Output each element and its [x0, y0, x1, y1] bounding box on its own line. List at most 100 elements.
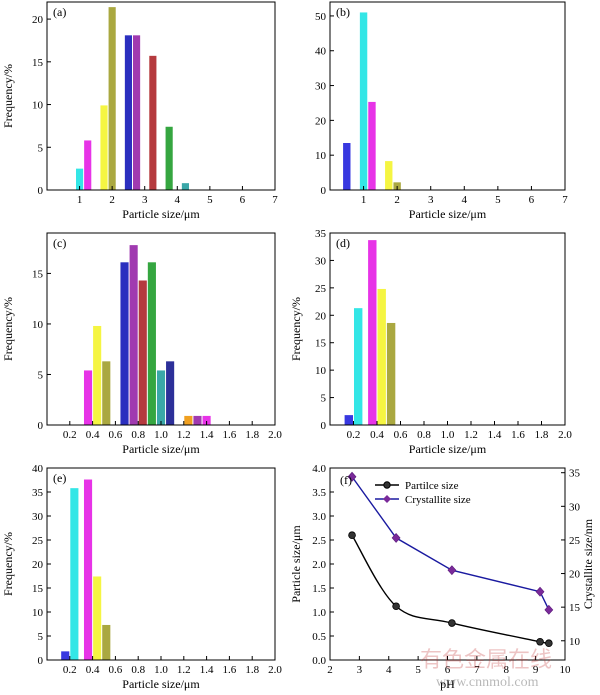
- bar-1: [93, 326, 101, 425]
- legend-label-0: Partilce size: [405, 480, 459, 492]
- bar-1: [354, 308, 362, 425]
- bar-1: [84, 140, 91, 190]
- y-tick-label-1: 5: [321, 393, 327, 405]
- y-tick-label-7: 35: [315, 228, 327, 240]
- x-tick-label-0: 1: [77, 194, 83, 206]
- x-axis-label: Particle size/μm: [409, 442, 487, 456]
- x-tick-label-8: 1.8: [245, 429, 259, 441]
- bar-1: [70, 488, 78, 660]
- y-right-tick-label-2: 20: [569, 569, 581, 581]
- y-right-tick-label-1: 15: [569, 602, 581, 614]
- panel-label: (e): [53, 471, 66, 485]
- x-tick-label-3: 0.8: [417, 429, 431, 441]
- x-tick-label-4: 1.0: [154, 664, 168, 676]
- y-axis-label: Particle size/μm: [289, 525, 303, 603]
- bar-4: [387, 323, 395, 425]
- y-right-tick-label-4: 30: [569, 501, 581, 513]
- series-1-point-2: [448, 566, 456, 575]
- series-1-point-3: [536, 587, 544, 596]
- bar-6: [148, 262, 156, 425]
- y-axis-label: Frequency/%: [1, 532, 15, 596]
- x-tick-label-0: 0.2: [347, 429, 361, 441]
- watermark-url: www.cnnmol.com: [436, 675, 539, 690]
- x-tick-label-6: 1.4: [200, 429, 214, 441]
- y-tick-label-0: 0: [38, 655, 44, 667]
- y-axis-label: Frequency/%: [1, 64, 15, 128]
- x-tick-label-0: 0.2: [63, 429, 77, 441]
- y-tick-label-1: 10: [315, 150, 327, 162]
- x-tick-label-7: 1.6: [223, 429, 237, 441]
- y-tick-label-6: 30: [315, 255, 327, 267]
- x-tick-label-0: 2: [327, 664, 333, 676]
- y-tick-label-1: 5: [38, 142, 44, 154]
- bar-3: [378, 289, 386, 425]
- y-tick-label-6: 3.0: [312, 511, 326, 523]
- y-tick-label-1: 5: [38, 369, 44, 381]
- x-tick-label-7: 1.6: [511, 429, 525, 441]
- bar-4: [102, 625, 110, 660]
- y-tick-label-4: 40: [315, 46, 327, 58]
- bar-2: [84, 480, 92, 660]
- series-0-point-4: [545, 640, 552, 647]
- y-tick-label-3: 15: [315, 338, 327, 350]
- bar-0: [343, 143, 350, 190]
- panel-a: 1 2 3 4 5 6 7 0 5 10 15 20 (a) Particle size/μm Freque…: [1, 2, 278, 221]
- y-tick-label-3: 30: [315, 81, 327, 93]
- bar-1: [360, 12, 367, 190]
- y-axis-label-right: Crystallite size/nm: [581, 518, 595, 609]
- figure: 1 2 3 4 5 6 705101520(a)Particle size/μmFreque…: [0, 0, 600, 695]
- x-tick-label-2: 3: [428, 194, 434, 206]
- y-tick-label-7: 35: [32, 487, 44, 499]
- x-tick-label-3: 4: [175, 194, 181, 206]
- bar-0: [84, 370, 92, 425]
- bar-2: [368, 240, 376, 425]
- bar-8: [182, 183, 189, 190]
- bar-5: [139, 280, 147, 425]
- x-tick-label-5: 6: [529, 194, 535, 206]
- x-tick-label-1: 0.4: [370, 429, 384, 441]
- y-tick-label-0: 0: [38, 185, 44, 197]
- y-tick-label-1: 0.5: [312, 631, 326, 643]
- bar-3: [109, 7, 116, 190]
- y-tick-label-0: 0: [38, 420, 44, 432]
- y-axis-label: Frequency/%: [1, 297, 15, 361]
- panel-c: 0.2 0.4 0.6 0.8 1.0 1.2 1.4 1.6 1.8 2.0 0 5 10 15 (c) P…: [1, 233, 282, 456]
- x-tick-label-5: 1.2: [177, 429, 191, 441]
- x-tick-label-2: 3: [142, 194, 148, 206]
- x-tick-label-6: 1.4: [488, 429, 502, 441]
- series-0-point-2: [449, 620, 456, 627]
- bar-8: [166, 361, 174, 425]
- y-axis-label: Frequency/%: [289, 297, 303, 361]
- x-tick-label-9: 2.0: [268, 429, 282, 441]
- y-tick-label-4: 20: [315, 310, 327, 322]
- x-tick-label-8: 1.8: [245, 664, 259, 676]
- x-tick-label-4: 1.0: [154, 429, 168, 441]
- plot-frame: [47, 468, 275, 660]
- series-line-0: [352, 535, 550, 643]
- x-tick-label-6: 1.4: [200, 664, 214, 676]
- bar-4: [125, 35, 132, 190]
- panel-label: (b): [336, 5, 350, 19]
- bar-7: [166, 127, 173, 190]
- y-tick-label-6: 30: [32, 511, 44, 523]
- y-right-tick-label-5: 35: [569, 468, 581, 480]
- x-tick-label-2: 4: [386, 664, 392, 676]
- x-tick-label-7: 1.6: [223, 664, 237, 676]
- x-axis-label: Particle size/μm: [122, 442, 200, 456]
- bar-5: [133, 35, 140, 190]
- x-axis-label: Particle size/μm: [122, 677, 200, 691]
- x-tick-label-1: 0.4: [86, 664, 100, 676]
- series-0-point-0: [349, 532, 356, 539]
- x-tick-label-2: 0.6: [109, 664, 123, 676]
- y-tick-label-2: 20: [315, 115, 327, 127]
- y-tick-label-5: 25: [32, 535, 44, 547]
- x-tick-label-2: 0.6: [394, 429, 408, 441]
- bar-6: [149, 56, 156, 190]
- panel-d: 0.2 0.4 0.6 0.8 1.0 1.2 1.4 1.6 1.8 2.00510152025…: [289, 228, 572, 456]
- x-tick-label-5: 1.2: [177, 664, 191, 676]
- x-tick-label-3: 4: [462, 194, 468, 206]
- y-tick-label-7: 3.5: [312, 487, 326, 499]
- panel-label: (d): [336, 236, 350, 250]
- bar-9: [184, 416, 192, 425]
- x-tick-label-1: 3: [357, 664, 363, 676]
